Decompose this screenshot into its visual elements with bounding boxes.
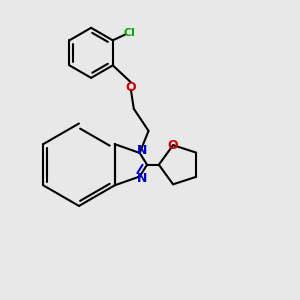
Text: N: N <box>137 172 147 185</box>
Text: Cl: Cl <box>123 28 135 38</box>
Text: O: O <box>168 139 178 152</box>
Text: O: O <box>125 81 136 94</box>
Text: N: N <box>137 144 147 157</box>
